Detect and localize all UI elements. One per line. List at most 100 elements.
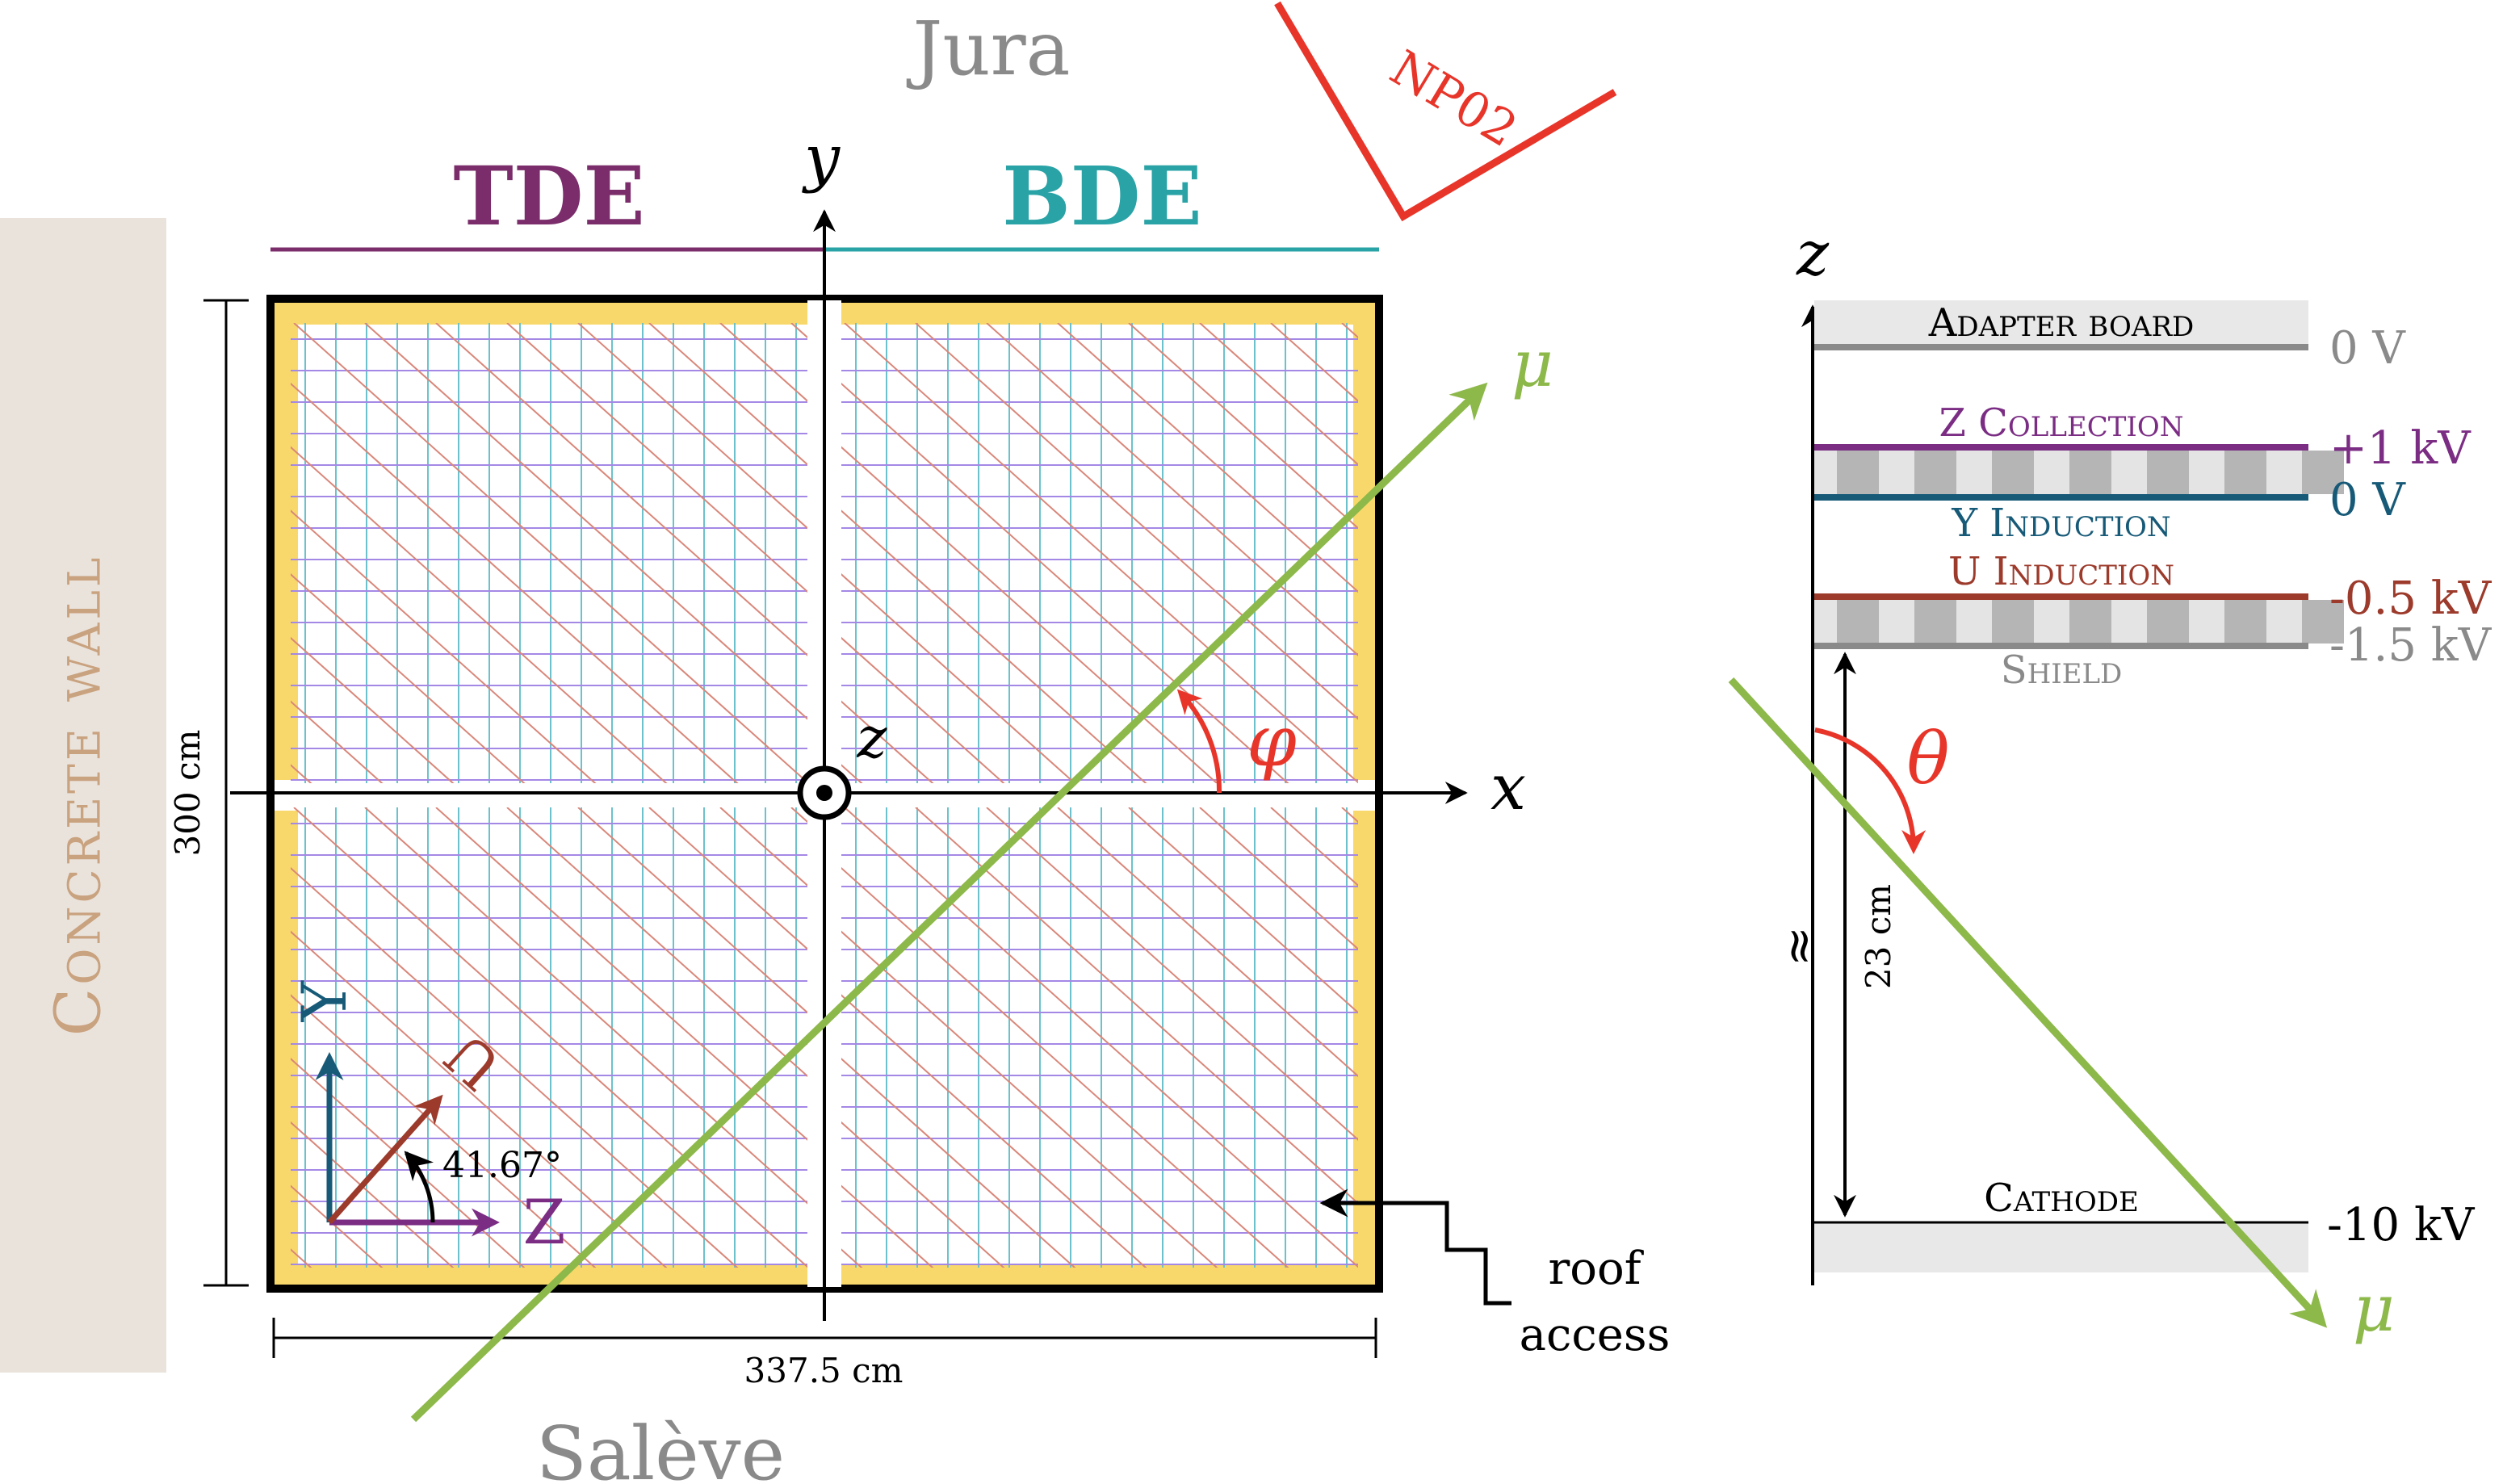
wire-diagonal xyxy=(291,1248,312,1268)
wire-diagonal xyxy=(841,636,1005,783)
np02-label: NP02 xyxy=(1381,40,1527,158)
perimeter-right-bottom xyxy=(1353,811,1379,1289)
u-induction-voltage: -0.5 kV xyxy=(2329,572,2493,625)
wire-diagonal xyxy=(435,807,807,1141)
theta-arc xyxy=(1814,727,1927,854)
height-dim-label: 300 cm xyxy=(168,730,208,857)
wire-grid-bottom-left xyxy=(291,807,807,1268)
perimeter-left-bottom xyxy=(270,811,298,1289)
z-collection-label: Z Collection xyxy=(1939,400,2184,446)
wire-diagonal xyxy=(1199,807,1358,950)
wire-diagonal xyxy=(364,323,807,720)
wire-diagonal xyxy=(841,509,1147,783)
pcb-segment xyxy=(2147,600,2189,643)
wire-diagonal xyxy=(841,764,863,783)
wire-diagonal xyxy=(293,807,807,1268)
wire-diagonal xyxy=(291,446,668,783)
shield-voltage: -1.5 kV xyxy=(2329,619,2493,672)
wire-diagonal xyxy=(986,323,1358,656)
wire-diagonal xyxy=(506,807,807,1078)
saleve-label: Salève xyxy=(536,1411,785,1484)
pcb-segment xyxy=(2224,600,2266,643)
pcb-segment xyxy=(1992,451,2034,494)
pcb-segment xyxy=(2069,451,2111,494)
y-axis-label: y xyxy=(802,122,841,195)
wire-diagonal xyxy=(291,382,739,783)
wire-diagonal xyxy=(841,994,1147,1268)
wire-diagonal xyxy=(577,323,807,530)
wire-diagonal xyxy=(844,807,1358,1268)
wire-diagonal xyxy=(841,382,1289,783)
pcb-segment xyxy=(2302,600,2344,643)
pcb-segment xyxy=(2147,451,2189,494)
wire-diagonal xyxy=(291,509,597,783)
cathode-voltage: -10 kV xyxy=(2327,1199,2476,1251)
pcb-upper xyxy=(1814,451,2344,494)
wire-diagonal xyxy=(291,1184,384,1268)
shield-label: Shield xyxy=(2001,648,2123,693)
angle-label: 41.67° xyxy=(442,1145,562,1186)
wire-diagonal xyxy=(1128,323,1358,530)
wire-diagonal xyxy=(1128,807,1358,1014)
wire-diagonal xyxy=(915,323,1358,720)
wire-grid-bottom-right xyxy=(841,807,2311,1356)
u-induction-label: U Induction xyxy=(1948,549,2174,594)
cathode-plate xyxy=(1814,1222,2308,1272)
wire-diagonal xyxy=(291,1058,526,1268)
wire-diagonal xyxy=(1626,807,2240,1356)
wire-diagonal xyxy=(1413,807,2027,1356)
wire-diagonal xyxy=(841,1058,1076,1268)
concrete-wall xyxy=(0,218,166,1373)
axis-break-symbol: ≈ xyxy=(1771,926,1827,966)
perimeter-left-top xyxy=(270,299,298,780)
bde-label: BDE xyxy=(1002,149,1201,244)
wire-diagonal xyxy=(844,323,1358,783)
adapter-board-voltage: 0 V xyxy=(2329,322,2406,375)
concrete-wall-label: Concrete wall xyxy=(43,555,115,1037)
z-axis-dot xyxy=(816,785,832,801)
pcb-segment xyxy=(2224,451,2266,494)
wire-diagonal xyxy=(291,994,597,1268)
pcb-segment xyxy=(1914,451,1956,494)
muon-track xyxy=(410,382,1488,1423)
wire-diagonal xyxy=(291,764,312,783)
z-plane-label: Z xyxy=(523,1186,566,1258)
tde-label: TDE xyxy=(453,149,644,244)
pcb-segment xyxy=(1992,600,2034,643)
wire-diagonal xyxy=(506,323,807,593)
adapter-board xyxy=(1814,300,2308,346)
wire-diagonal xyxy=(291,930,668,1268)
phi-label: φ xyxy=(1247,699,1297,782)
wire-diagonal xyxy=(915,807,1358,1205)
side-z-axis-label: z xyxy=(1796,217,1830,289)
perimeter-top-left xyxy=(270,299,807,325)
y-induction-label: Y Induction xyxy=(1951,501,2170,546)
roof-access-label-1: roof xyxy=(1549,1243,1645,1295)
side-muon-track xyxy=(1728,677,2328,1328)
wire-diagonal xyxy=(841,700,934,783)
wire-diagonal xyxy=(291,636,455,783)
wire-diagonal xyxy=(291,866,739,1268)
gap-label: 23 cm xyxy=(1859,884,1898,989)
y-induction-voltage: 0 V xyxy=(2329,474,2406,526)
adapter-board-label: Adapter board xyxy=(1928,300,2195,346)
roof-access-label-2: access xyxy=(1520,1309,1671,1361)
wire-diagonal xyxy=(841,446,1218,783)
perimeter-top-right xyxy=(841,299,1379,325)
wire-diagonal xyxy=(435,323,807,656)
y-plane-label: Y xyxy=(288,980,360,1022)
wire-diagonal xyxy=(291,700,384,783)
pcb-segment xyxy=(1837,451,1879,494)
cathode-label: Cathode xyxy=(1984,1176,2139,1221)
wire-diagonal xyxy=(1057,807,1358,1078)
pcb-segment xyxy=(2069,600,2111,643)
pcb-segment xyxy=(2302,451,2344,494)
wire-diagonal xyxy=(577,807,807,1014)
roof-access-arrow xyxy=(1319,1188,1511,1306)
wire-grid-top-left xyxy=(291,323,807,783)
pcb-lower xyxy=(1814,600,2344,643)
theta-label: θ xyxy=(1907,717,1950,800)
wire-diagonal xyxy=(841,930,1218,1268)
wire-diagonal xyxy=(1697,807,2311,1356)
